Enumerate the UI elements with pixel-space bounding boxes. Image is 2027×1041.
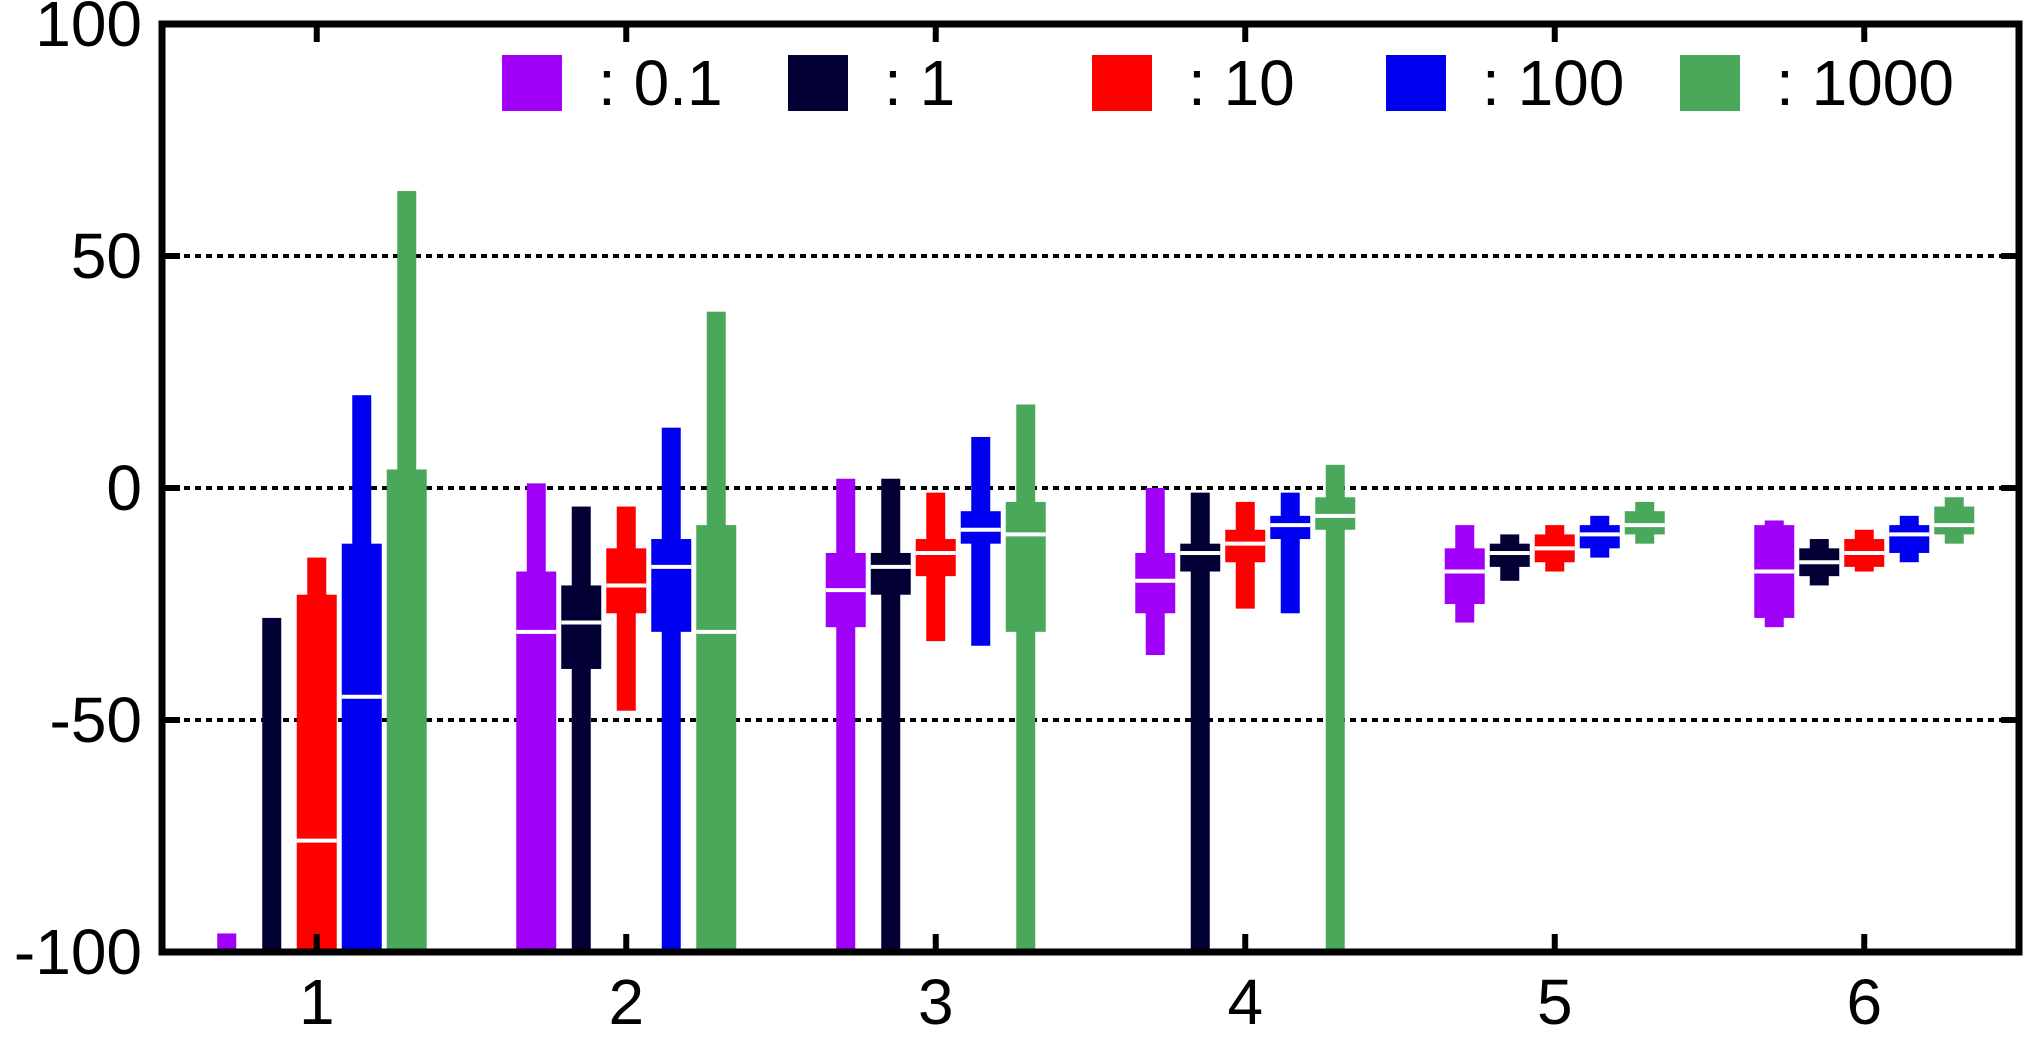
box-iqr <box>1889 525 1930 553</box>
legend-swatch <box>502 55 562 111</box>
y-tick-label: -50 <box>50 684 143 756</box>
box-iqr <box>561 585 602 669</box>
legend-item: : 1000 <box>1680 47 1954 119</box>
box-plot <box>341 395 382 952</box>
x-tick-label: 6 <box>1846 966 1882 1038</box>
box-plot <box>1624 501 1665 544</box>
box-plot <box>1315 464 1356 952</box>
box-plot <box>1489 534 1530 581</box>
legend-label: : 0.1 <box>598 47 723 119</box>
box-whisker <box>836 478 856 952</box>
legend-swatch <box>1092 55 1152 111</box>
box-plots <box>217 191 1975 953</box>
box-iqr <box>870 552 911 595</box>
box-plot <box>561 506 602 952</box>
box-plot <box>1754 520 1795 628</box>
box-plot <box>960 436 1001 646</box>
legend-item: : 100 <box>1386 47 1624 119</box>
box-whisker <box>1190 492 1210 952</box>
box-iqr <box>651 539 692 632</box>
y-tick-label: -100 <box>14 916 142 988</box>
box-iqr <box>1934 506 1975 535</box>
legend-swatch <box>1680 55 1740 111</box>
box-iqr <box>960 511 1001 544</box>
grid-lines <box>162 254 2019 722</box>
box-plot <box>1225 501 1266 609</box>
box-iqr <box>386 469 427 952</box>
legend-label: : 1000 <box>1776 47 1954 119</box>
box-plot <box>1270 492 1311 614</box>
legend-item: : 1 <box>788 47 955 119</box>
axes: -100 -50 0 50 100 1 2 3 4 5 6 <box>14 0 2023 1038</box>
box-iqr <box>1270 515 1311 540</box>
box-plot <box>1135 488 1176 656</box>
legend-item: : 0.1 <box>502 47 723 119</box>
box-plot <box>1180 492 1221 952</box>
y-tick-label: 0 <box>106 452 142 524</box>
box-whisker <box>661 427 681 952</box>
box-whisker <box>1016 404 1036 953</box>
legend-swatch <box>1386 55 1446 111</box>
box-plot <box>516 483 557 952</box>
box-whisker <box>571 506 591 952</box>
box-iqr <box>1579 525 1620 549</box>
box-iqr <box>696 525 737 952</box>
box-plot <box>262 617 282 952</box>
box-iqr <box>915 539 956 577</box>
box-iqr <box>606 548 647 614</box>
box-iqr <box>296 594 337 952</box>
box-whisker <box>262 617 282 952</box>
box-plot <box>1579 515 1620 558</box>
box-iqr <box>1315 497 1356 530</box>
y-tick-label: 50 <box>71 220 142 292</box>
box-plot <box>825 478 866 952</box>
legend-label: : 1 <box>884 47 955 119</box>
x-tick-label: 4 <box>1227 966 1263 1038</box>
box-plot <box>1444 525 1485 623</box>
box-whisker <box>1280 492 1300 614</box>
box-iqr <box>341 543 382 952</box>
x-tick-label: 3 <box>918 966 954 1038</box>
box-plot <box>1005 404 1046 953</box>
box-iqr <box>1005 501 1046 632</box>
box-iqr <box>1180 543 1221 572</box>
legend-item: : 10 <box>1092 47 1295 119</box>
box-plot <box>870 478 911 952</box>
x-tick-label: 1 <box>299 966 335 1038</box>
box-plot <box>1934 497 1975 544</box>
y-tick-label: 100 <box>35 0 142 60</box>
box-plot <box>217 933 237 952</box>
box-plot <box>386 191 427 953</box>
box-plot <box>1844 529 1885 572</box>
legend: : 0.1 : 1 : 10 : 100 : 1000 <box>502 47 1954 119</box>
box-plot <box>696 311 737 952</box>
box-whisker <box>217 933 237 952</box>
legend-swatch <box>788 55 848 111</box>
box-iqr <box>1444 548 1485 604</box>
box-iqr <box>1489 543 1530 567</box>
box-iqr <box>1135 552 1176 614</box>
box-plot <box>296 557 337 952</box>
box-plot <box>1889 515 1930 563</box>
box-plot <box>606 506 647 711</box>
box-whisker <box>1325 464 1345 952</box>
box-whisker <box>881 478 901 952</box>
box-plot <box>651 427 692 952</box>
x-tick-label: 2 <box>608 966 644 1038</box>
box-plot <box>1534 525 1575 572</box>
legend-label: : 10 <box>1188 47 1295 119</box>
box-iqr <box>1225 529 1266 563</box>
box-iqr <box>1624 511 1665 535</box>
box-plot <box>1799 539 1840 586</box>
x-tick-label: 5 <box>1537 966 1573 1038</box>
box-iqr <box>516 571 557 952</box>
box-plot <box>915 492 956 642</box>
legend-label: : 100 <box>1482 47 1624 119</box>
